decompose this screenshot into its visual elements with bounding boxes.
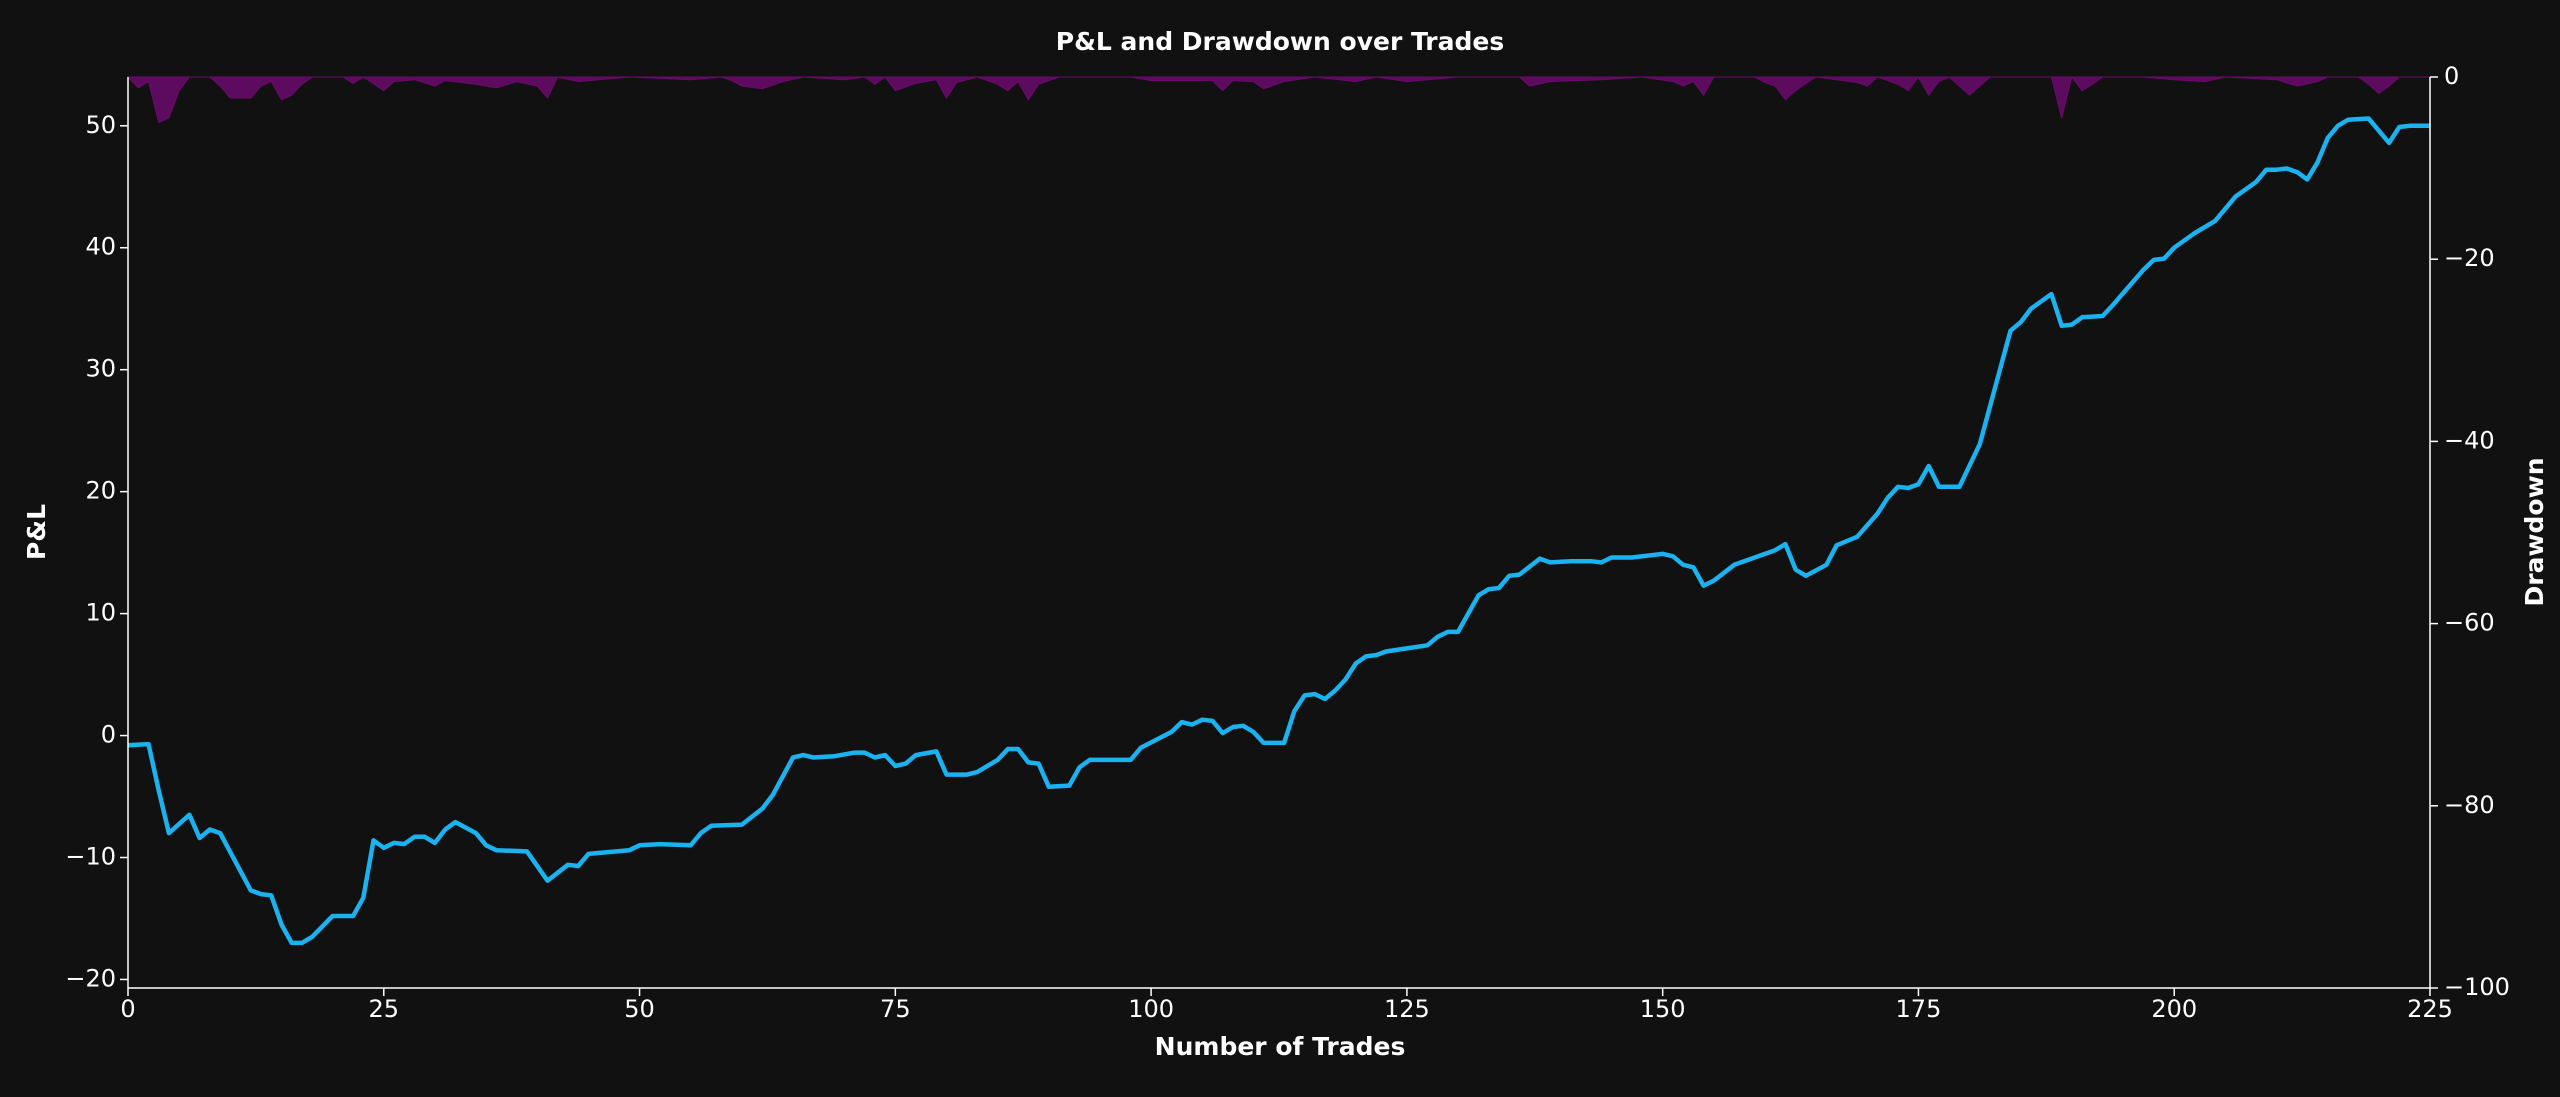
- x-tick-label: 50: [624, 995, 655, 1023]
- y-tick-label: 10: [85, 599, 116, 627]
- y2-tick-label: −20: [2444, 244, 2495, 272]
- y2-tick-label: 0: [2444, 62, 2459, 90]
- x-tick-label: 25: [369, 995, 400, 1023]
- y-tick-label: 40: [85, 233, 116, 261]
- x-tick-label: 75: [880, 995, 911, 1023]
- y-tick-label: 50: [85, 111, 116, 139]
- y-tick-label: 20: [85, 477, 116, 505]
- x-tick-label: 200: [2151, 995, 2197, 1023]
- y-tick-label: 0: [101, 721, 116, 749]
- x-tick-label: 150: [1640, 995, 1686, 1023]
- pnl-line: [127, 116, 2430, 946]
- y-axis-label: P&L: [22, 504, 51, 560]
- x-tick-label: 225: [2407, 995, 2453, 1023]
- x-tick-label: 175: [1896, 995, 1942, 1023]
- y-tick-label: −10: [65, 843, 116, 871]
- y2-tick-label: −60: [2444, 609, 2495, 637]
- x-tick-label: 0: [120, 995, 135, 1023]
- y2-tick-label: −100: [2444, 973, 2510, 1001]
- y2-tick-label: −80: [2444, 791, 2495, 819]
- y-tick-label: −20: [65, 964, 116, 992]
- x-tick-label: 100: [1128, 995, 1174, 1023]
- drawdown-area: [126, 75, 2430, 124]
- y2-axis-label: Drawdown: [2520, 457, 2549, 606]
- y-tick-label: 30: [85, 355, 116, 383]
- y2-tick-label: −40: [2444, 426, 2495, 454]
- x-tick-label: 125: [1384, 995, 1430, 1023]
- x-axis-label: Number of Trades: [1155, 1032, 1406, 1061]
- chart-title: P&L and Drawdown over Trades: [1056, 27, 1504, 56]
